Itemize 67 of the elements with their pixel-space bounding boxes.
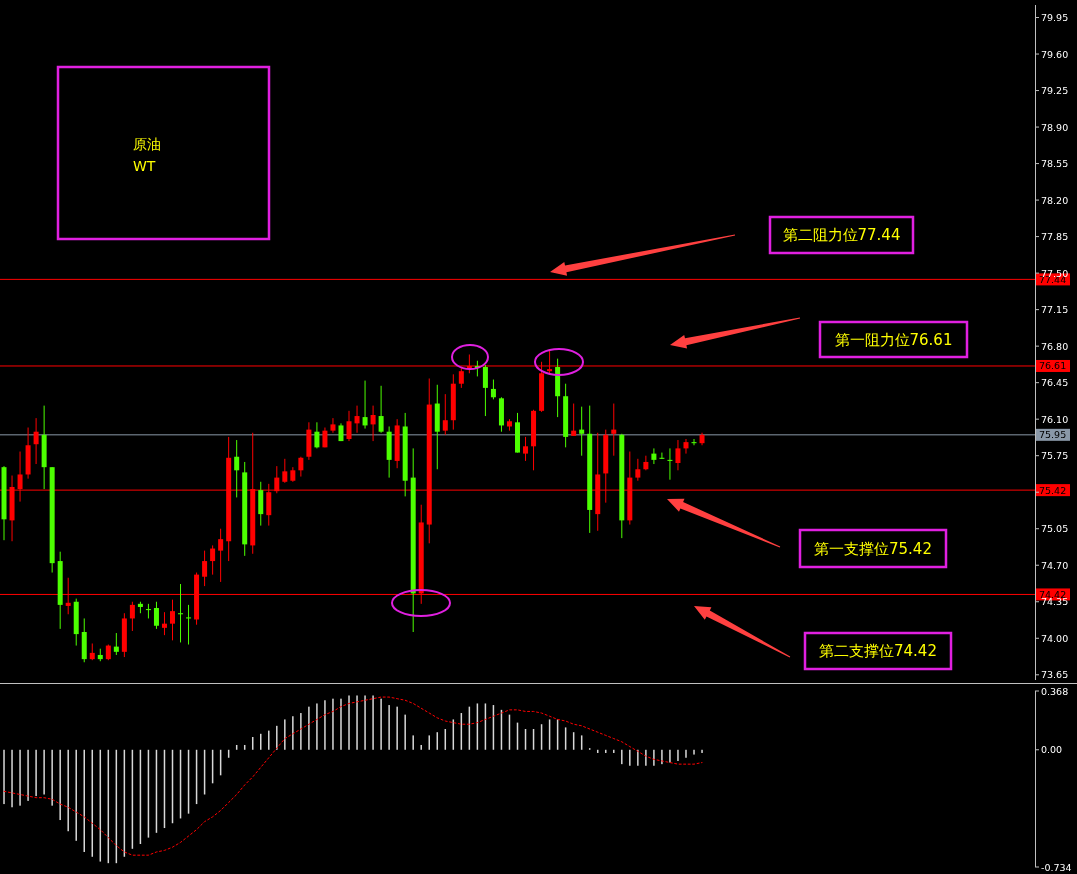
candlestick (346, 410, 352, 442)
candlestick (691, 438, 697, 446)
y-tick-label: 0.00 (1041, 744, 1063, 756)
y-tick-label: 79.25 (1041, 85, 1069, 97)
y-tick-label: 76.45 (1041, 377, 1069, 389)
candlestick (234, 439, 240, 498)
y-tick-label: 79.60 (1041, 48, 1069, 60)
y-tick-label: 75.05 (1041, 523, 1069, 535)
y-tick-label: -0.734 (1041, 861, 1072, 873)
candlestick (442, 393, 448, 436)
candlestick (523, 436, 529, 462)
candlestick (579, 406, 585, 457)
ref-line-label: 75.42 (1039, 484, 1067, 496)
candlestick (378, 385, 384, 434)
y-tick-label: 76.80 (1041, 340, 1069, 352)
candlestick (458, 367, 464, 389)
ref-line-label: 75.95 (1039, 429, 1067, 441)
annotation: 第一支撑位75.42 (814, 539, 932, 558)
y-tick-label: 79.95 (1041, 12, 1069, 24)
candlestick (129, 601, 135, 632)
candlestick (611, 403, 617, 457)
candlestick (282, 458, 288, 484)
candlestick (33, 417, 39, 465)
annotation: 原油 (133, 136, 161, 152)
y-tick-label: 75.75 (1041, 450, 1069, 462)
candlestick (659, 452, 665, 460)
y-tick-label: 78.20 (1041, 194, 1069, 206)
candlestick (298, 456, 304, 478)
y-tick-label: 77.15 (1041, 304, 1069, 316)
candlestick (651, 447, 657, 465)
y-tick-label: 76.10 (1041, 413, 1069, 425)
candlestick (210, 544, 216, 576)
candlestick (161, 611, 167, 636)
ref-line-label: 76.61 (1039, 360, 1067, 372)
y-tick-label: 74.00 (1041, 632, 1069, 644)
annotation: 第一阻力位76.61 (834, 330, 953, 349)
candlestick (202, 550, 208, 587)
y-tick-label: 77.85 (1041, 231, 1069, 243)
candlestick (667, 447, 673, 481)
candlestick (330, 417, 336, 434)
candlestick (113, 632, 119, 656)
candlestick (643, 455, 649, 471)
candlestick (675, 439, 681, 471)
y-tick-label: 78.90 (1041, 121, 1069, 133)
candlestick (354, 405, 360, 434)
candlestick (218, 528, 224, 583)
annotation: 第二阻力位77.44 (782, 226, 901, 244)
candlestick (170, 599, 175, 641)
y-tick-label: 73.65 (1041, 669, 1069, 681)
y-tick-label: 0.368 (1041, 685, 1069, 697)
candlestick (258, 481, 264, 527)
annotation: 第二支撑位74.42 (819, 642, 937, 660)
candlestick (683, 438, 689, 455)
candlestick (314, 421, 320, 449)
candlestick (153, 601, 159, 630)
annotation: WT (133, 158, 156, 174)
candlestick (490, 379, 496, 400)
y-tick-label: 78.55 (1041, 158, 1069, 170)
candlestick (482, 364, 488, 417)
candlestick (370, 405, 376, 442)
candlestick (362, 380, 368, 430)
candlestick (571, 403, 577, 437)
y-tick-label: 74.70 (1041, 559, 1069, 571)
candlestick (635, 458, 641, 482)
line-series (3, 696, 703, 856)
candlestick (186, 604, 192, 646)
candlestick (178, 583, 184, 643)
